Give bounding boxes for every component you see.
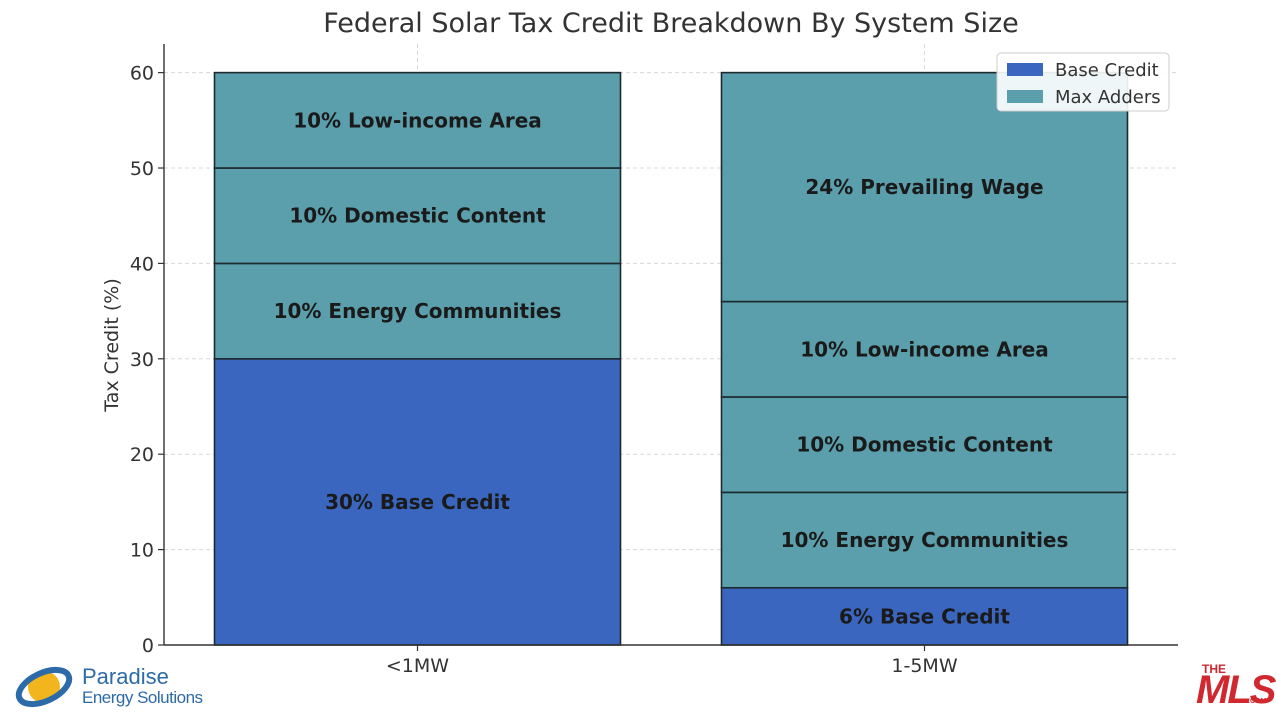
segment-label: 6% Base Credit bbox=[839, 604, 1010, 628]
logo-com-text: .COM bbox=[1248, 698, 1267, 705]
legend-swatch bbox=[1007, 90, 1043, 103]
y-tick-label: 60 bbox=[130, 63, 154, 85]
y-tick-label: 10 bbox=[130, 540, 154, 562]
legend-label: Base Credit bbox=[1055, 60, 1159, 81]
segment-label: 10% Low-income Area bbox=[800, 337, 1049, 361]
y-tick-label: 30 bbox=[130, 349, 154, 371]
bar-segment bbox=[720, 396, 1129, 494]
bar-segment bbox=[720, 300, 1129, 398]
bars: 30% Base Credit 10% Energy Communities 10%… bbox=[213, 71, 1129, 646]
bar-segment bbox=[213, 358, 622, 646]
bar-segment bbox=[720, 491, 1129, 589]
segment-label: 24% Prevailing Wage bbox=[805, 175, 1043, 199]
segment-label: 10% Energy Communities bbox=[781, 528, 1069, 552]
segment-label: 10% Energy Communities bbox=[274, 299, 562, 323]
y-tick-label: 0 bbox=[142, 635, 154, 657]
logo-the-text: THE bbox=[1202, 662, 1226, 676]
y-tick-label: 40 bbox=[130, 253, 154, 275]
segment-label: 30% Base Credit bbox=[325, 490, 510, 514]
logo-mls-text: MLS bbox=[1196, 668, 1276, 712]
bar-segment bbox=[213, 71, 622, 169]
axes: 0 10 20 30 40 50 60 <1MW 1-5MW bbox=[130, 44, 1178, 677]
segment-label: 10% Domestic Content bbox=[796, 433, 1053, 457]
x-tick-label: 1-5MW bbox=[891, 655, 957, 677]
y-tick-label: 20 bbox=[130, 444, 154, 466]
segment-label: 10% Low-income Area bbox=[293, 108, 542, 132]
bar-segment bbox=[720, 586, 1129, 646]
sun-ring-icon bbox=[15, 666, 73, 708]
the-mls-logo: THE MLS .COM bbox=[1196, 662, 1276, 716]
legend-swatch bbox=[1007, 63, 1043, 76]
y-tick-label: 50 bbox=[130, 158, 154, 180]
paradise-energy-logo: Paradise Energy Solutions bbox=[14, 660, 214, 714]
logo-text-line1: Paradise bbox=[82, 664, 169, 689]
legend-label: Max Adders bbox=[1055, 87, 1161, 108]
legend: Base Credit Max Adders bbox=[996, 52, 1170, 112]
chart-title: Federal Solar Tax Credit Breakdown By Sy… bbox=[323, 8, 1018, 39]
segment-label: 10% Domestic Content bbox=[289, 204, 546, 228]
logo-text-line2: Energy Solutions bbox=[82, 688, 203, 707]
bar-segment bbox=[213, 262, 622, 360]
x-tick-label: <1MW bbox=[386, 655, 449, 677]
y-axis-label: Tax Credit (%) bbox=[101, 278, 123, 412]
